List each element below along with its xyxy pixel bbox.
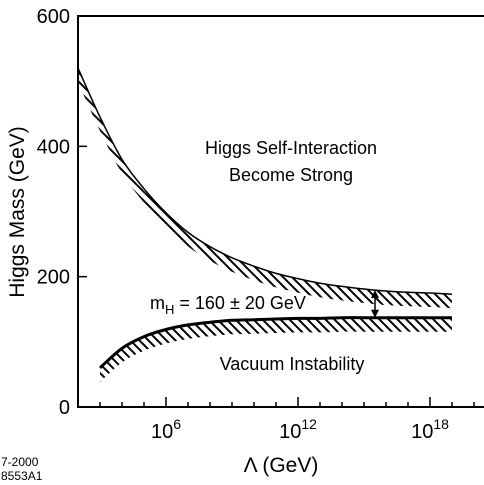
y-axis-ticks: 0 200 400 600 <box>37 6 87 419</box>
hatch-stroke <box>390 317 452 382</box>
hatch-stroke <box>78 68 369 309</box>
hatch-stroke <box>78 68 207 309</box>
upper-region-label-line2: Become Strong <box>229 165 353 185</box>
hatch-stroke <box>381 317 452 382</box>
figure-id-line2: 8553A1 <box>1 469 43 483</box>
mass-value: = 160 ± 20 GeV <box>174 293 305 313</box>
hatch-stroke <box>345 317 452 382</box>
hatch-stroke <box>408 68 452 309</box>
hatch-stroke <box>381 68 452 309</box>
x-tick-label-base: 10 <box>411 421 433 443</box>
hatch-stroke <box>354 317 452 382</box>
figure-id-line1: 7-2000 <box>1 455 39 469</box>
x-tick-label-exponent: 12 <box>301 416 317 432</box>
hatch-stroke <box>100 317 252 382</box>
hatch-stroke <box>454 16 484 416</box>
x-axis-ticks: 106 1012 1018 <box>77 397 475 443</box>
vacuum-instability-label: Vacuum Instability <box>220 354 365 374</box>
x-tick-label-exponent: 18 <box>433 416 449 432</box>
upper-bound-curve <box>77 67 453 296</box>
hatch-stroke <box>426 317 452 382</box>
x-tick-label-exponent: 6 <box>173 416 181 432</box>
y-tick-label: 600 <box>37 6 70 28</box>
mass-symbol: m <box>150 293 165 313</box>
hatch-stroke <box>417 68 452 309</box>
hatch-stroke <box>444 317 452 382</box>
hatch-stroke <box>345 68 452 309</box>
x-tick-label: 1018 <box>411 416 449 443</box>
hatch-stroke <box>78 68 234 309</box>
x-tick-label: 1012 <box>279 416 317 443</box>
y-axis-label: Higgs Mass (GeV) <box>6 126 29 298</box>
hatch-stroke <box>78 68 360 309</box>
mass-range-label: mH = 160 ± 20 GeV <box>150 293 306 317</box>
plot-area-border <box>77 15 484 408</box>
lower-bound-curve <box>98 316 452 370</box>
hatch-stroke <box>472 16 484 416</box>
mass-subscript: H <box>165 302 174 317</box>
hatch-stroke <box>78 68 216 309</box>
hatch-stroke <box>363 317 452 382</box>
hatch-stroke <box>435 68 452 309</box>
hatch-stroke <box>444 68 452 309</box>
hatch-stroke <box>454 16 484 416</box>
hatch-stroke <box>100 317 216 382</box>
hatch-stroke <box>426 68 452 309</box>
hatch-stroke <box>399 317 452 382</box>
hatch-stroke <box>100 317 243 382</box>
x-tick-label: 106 <box>151 416 181 443</box>
upper-region-label-line1: Higgs Self-Interaction <box>205 138 377 158</box>
x-axis-label: Λ (GeV) <box>244 454 319 477</box>
hatch-stroke <box>100 317 198 382</box>
hatch-stroke <box>390 68 452 309</box>
hatch-stroke <box>100 317 234 382</box>
hatch-stroke <box>463 16 484 416</box>
hatch-stroke <box>408 317 452 382</box>
hatch-stroke <box>363 68 452 309</box>
y-tick-label: 0 <box>59 397 70 419</box>
x-tick-label-base: 10 <box>151 421 173 443</box>
hatch-stroke <box>463 16 484 416</box>
hatch-stroke <box>354 68 452 309</box>
hatch-stroke <box>78 68 252 309</box>
hatch-stroke <box>372 68 452 309</box>
hatch-stroke <box>372 317 452 382</box>
hatch-stroke <box>100 317 207 382</box>
plot-frame <box>77 15 484 408</box>
hatch-stroke <box>78 68 243 309</box>
x-tick-label-base: 10 <box>279 421 301 443</box>
hatch-stroke <box>472 16 484 416</box>
y-tick-label: 200 <box>37 267 70 289</box>
hatch-stroke <box>435 317 452 382</box>
y-tick-label: 400 <box>37 136 70 158</box>
hatch-stroke <box>417 317 452 382</box>
hatch-stroke <box>399 68 452 309</box>
